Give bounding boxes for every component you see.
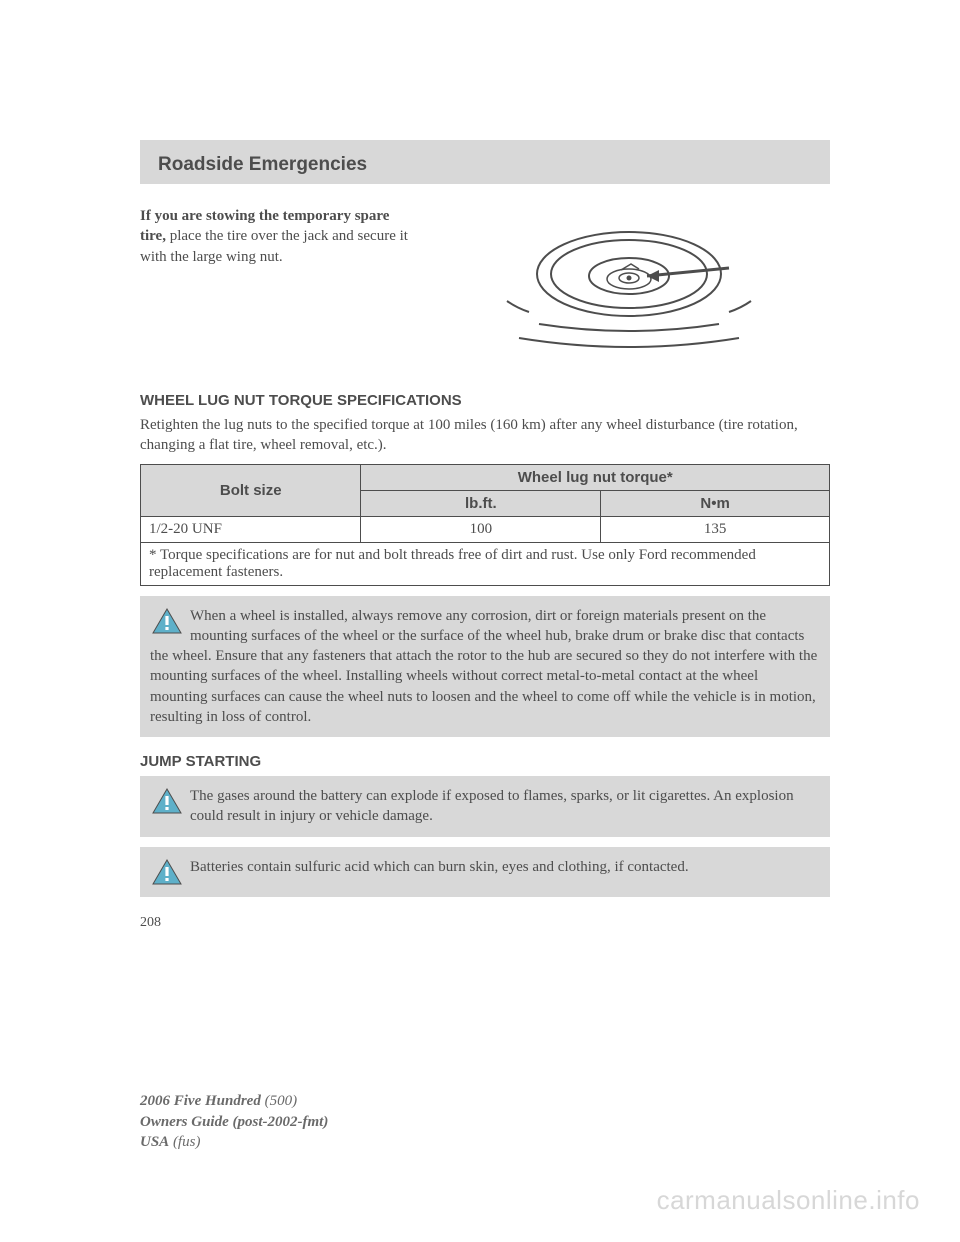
page-title: Roadside Emergencies xyxy=(158,154,812,176)
warning-icon xyxy=(152,608,182,634)
th-lbft: lb.ft. xyxy=(361,490,601,516)
td-nm: 135 xyxy=(601,516,830,542)
footer-region-code: (fus) xyxy=(169,1134,200,1150)
footer-model: 2006 Five Hundred xyxy=(140,1093,261,1109)
torque-intro: Retighten the lug nuts to the specified … xyxy=(140,415,830,456)
td-bolt: 1/2-20 UNF xyxy=(141,516,361,542)
footer: 2006 Five Hundred (500) Owners Guide (po… xyxy=(140,1091,328,1152)
table-row: 1/2-20 UNF 100 135 xyxy=(141,516,830,542)
warning-acid-text: Batteries contain sulfuric acid which ca… xyxy=(190,859,689,875)
footer-region: USA xyxy=(140,1134,169,1150)
warning-icon xyxy=(152,859,182,885)
table-footnote-row: * Torque specifications are for nut and … xyxy=(141,542,830,585)
spare-tire-illustration xyxy=(428,206,830,356)
torque-heading: WHEEL LUG NUT TORQUE SPECIFICATIONS xyxy=(140,392,830,409)
spare-tire-rest: place the tire over the jack and secure … xyxy=(140,228,408,264)
spare-tire-section: If you are stowing the temporary spare t… xyxy=(140,206,830,356)
th-bolt: Bolt size xyxy=(141,464,361,516)
page-header: Roadside Emergencies xyxy=(140,140,830,184)
watermark: carmanualsonline.info xyxy=(657,1185,920,1216)
page-number: 208 xyxy=(140,915,830,931)
warning-gases-text: The gases around the battery can explode… xyxy=(190,788,794,824)
torque-table: Bolt size Wheel lug nut torque* lb.ft. N… xyxy=(140,464,830,586)
warning-acid: Batteries contain sulfuric acid which ca… xyxy=(140,847,830,897)
warning-gases: The gases around the battery can explode… xyxy=(140,776,830,837)
th-torque: Wheel lug nut torque* xyxy=(361,464,830,490)
warning-wheel: When a wheel is installed, always remove… xyxy=(140,596,830,738)
jump-heading: JUMP STARTING xyxy=(140,753,830,770)
footer-guide: Owners Guide (post-2002-fmt) xyxy=(140,1114,328,1130)
footer-model-code: (500) xyxy=(261,1093,297,1109)
td-footnote: * Torque specifications are for nut and … xyxy=(141,542,830,585)
td-lbft: 100 xyxy=(361,516,601,542)
th-nm: N•m xyxy=(601,490,830,516)
warning-wheel-text: When a wheel is installed, always remove… xyxy=(150,608,817,725)
spare-tire-text: If you are stowing the temporary spare t… xyxy=(140,206,410,356)
warning-icon xyxy=(152,788,182,814)
